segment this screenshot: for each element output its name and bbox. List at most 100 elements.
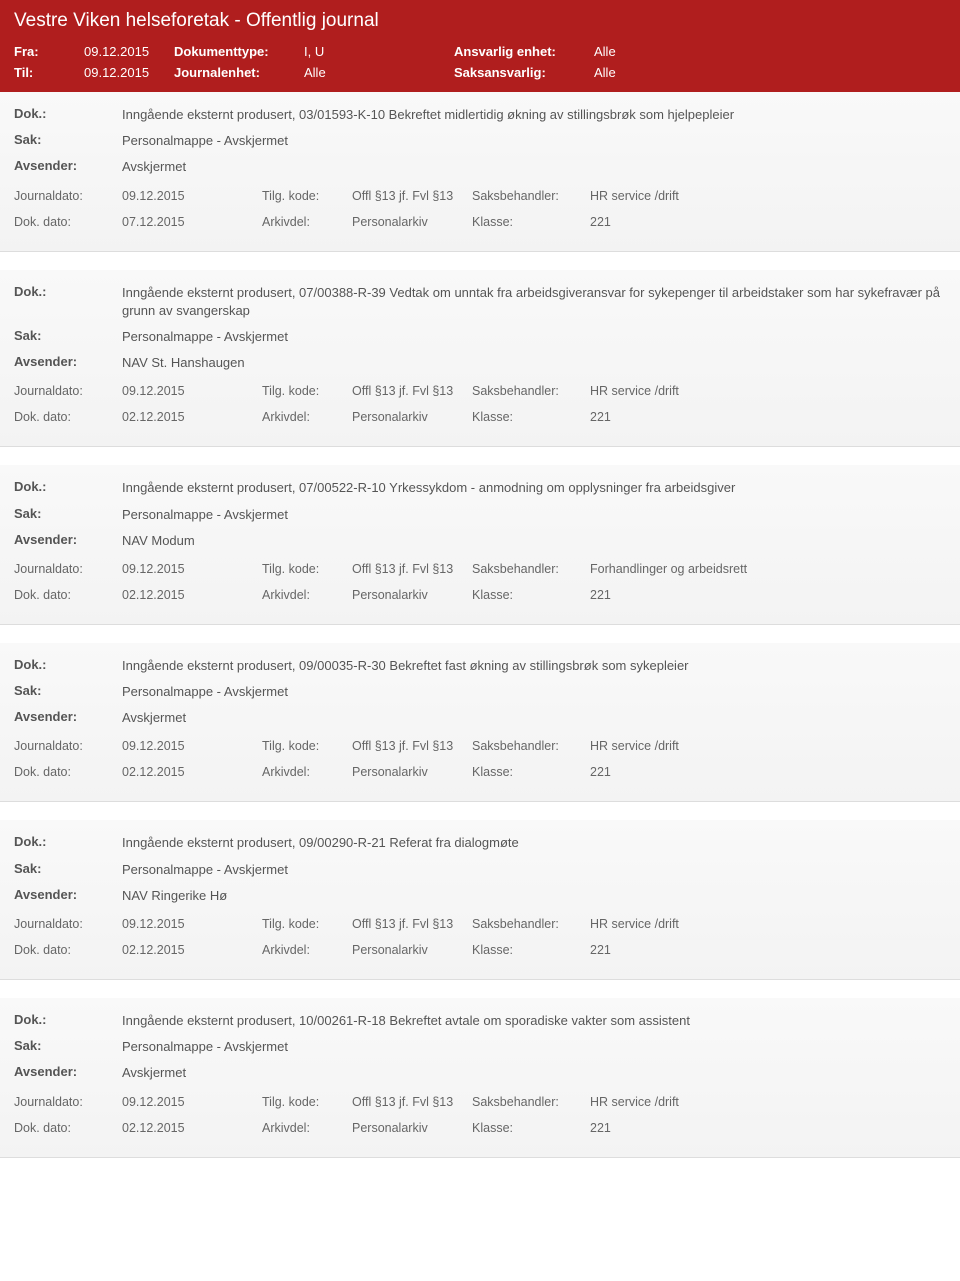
tilgkode-label: Tilg. kode: — [262, 384, 352, 398]
tilgkode-label: Tilg. kode: — [262, 562, 352, 576]
klasse-label: Klasse: — [472, 588, 590, 602]
avsender-label: Avsender: — [14, 354, 122, 369]
dokdato-label: Dok. dato: — [14, 1121, 122, 1135]
doktype-value: I, U — [304, 44, 454, 59]
dok-label: Dok.: — [14, 106, 122, 121]
klasse-value: 221 — [590, 943, 611, 957]
avsender-value: NAV Ringerike Hø — [122, 887, 227, 905]
dokdato-label: Dok. dato: — [14, 410, 122, 424]
sak-value: Personalmappe - Avskjermet — [122, 861, 288, 879]
tilgkode-value: Offl §13 jf. Fvl §13 — [352, 1095, 472, 1109]
sak-label: Sak: — [14, 861, 122, 876]
dok-value: Inngående eksternt produsert, 07/00388-R… — [122, 284, 946, 320]
dokdato-label: Dok. dato: — [14, 588, 122, 602]
klasse-value: 221 — [590, 410, 611, 424]
sak-value: Personalmappe - Avskjermet — [122, 683, 288, 701]
fra-value: 09.12.2015 — [84, 44, 174, 59]
arkivdel-label: Arkivdel: — [262, 943, 352, 957]
til-value: 09.12.2015 — [84, 65, 174, 80]
saksbehandler-value: HR service /drift — [590, 1095, 679, 1109]
arkivdel-label: Arkivdel: — [262, 765, 352, 779]
page-title: Vestre Viken helseforetak - Offentlig jo… — [14, 10, 946, 32]
journal-entry: Dok.:Inngående eksternt produsert, 09/00… — [0, 820, 960, 980]
klasse-value: 221 — [590, 588, 611, 602]
klasse-label: Klasse: — [472, 410, 590, 424]
avsender-value: NAV Modum — [122, 532, 195, 550]
saksbehandler-label: Saksbehandler: — [472, 917, 590, 931]
avsender-label: Avsender: — [14, 1064, 122, 1079]
klasse-label: Klasse: — [472, 215, 590, 229]
tilgkode-value: Offl §13 jf. Fvl §13 — [352, 384, 472, 398]
avsender-label: Avsender: — [14, 709, 122, 724]
dok-label: Dok.: — [14, 834, 122, 849]
klasse-value: 221 — [590, 1121, 611, 1135]
journaldato-value: 09.12.2015 — [122, 189, 262, 203]
avsender-label: Avsender: — [14, 158, 122, 173]
journaldato-label: Journaldato: — [14, 562, 122, 576]
journaldato-value: 09.12.2015 — [122, 739, 262, 753]
journal-entry: Dok.:Inngående eksternt produsert, 07/00… — [0, 270, 960, 448]
dokdato-label: Dok. dato: — [14, 765, 122, 779]
avsender-value: Avskjermet — [122, 709, 186, 727]
tilgkode-value: Offl §13 jf. Fvl §13 — [352, 739, 472, 753]
tilgkode-value: Offl §13 jf. Fvl §13 — [352, 562, 472, 576]
saksbehandler-label: Saksbehandler: — [472, 1095, 590, 1109]
dok-value: Inngående eksternt produsert, 09/00035-R… — [122, 657, 689, 675]
arkivdel-label: Arkivdel: — [262, 1121, 352, 1135]
arkivdel-label: Arkivdel: — [262, 410, 352, 424]
sak-value: Personalmappe - Avskjermet — [122, 328, 288, 346]
klasse-label: Klasse: — [472, 943, 590, 957]
journaldato-value: 09.12.2015 — [122, 917, 262, 931]
tilgkode-value: Offl §13 jf. Fvl §13 — [352, 917, 472, 931]
tilgkode-label: Tilg. kode: — [262, 917, 352, 931]
saksbehandler-label: Saksbehandler: — [472, 739, 590, 753]
journaldato-label: Journaldato: — [14, 917, 122, 931]
saksbehandler-label: Saksbehandler: — [472, 562, 590, 576]
saksbehandler-value: HR service /drift — [590, 384, 679, 398]
til-label: Til: — [14, 65, 84, 80]
dokdato-value: 02.12.2015 — [122, 765, 262, 779]
saksansvarlig-label: Saksansvarlig: — [454, 65, 594, 80]
klasse-value: 221 — [590, 765, 611, 779]
header-row-2: Til: 09.12.2015 Journalenhet: Alle Saksa… — [14, 65, 946, 80]
dokdato-value: 02.12.2015 — [122, 588, 262, 602]
arkivdel-value: Personalarkiv — [352, 943, 472, 957]
header-row-1: Fra: 09.12.2015 Dokumenttype: I, U Ansva… — [14, 44, 946, 59]
dokdato-value: 02.12.2015 — [122, 410, 262, 424]
journalenhet-label: Journalenhet: — [174, 65, 304, 80]
tilgkode-value: Offl §13 jf. Fvl §13 — [352, 189, 472, 203]
dok-value: Inngående eksternt produsert, 09/00290-R… — [122, 834, 519, 852]
journaldato-value: 09.12.2015 — [122, 1095, 262, 1109]
arkivdel-value: Personalarkiv — [352, 215, 472, 229]
dok-label: Dok.: — [14, 479, 122, 494]
tilgkode-label: Tilg. kode: — [262, 189, 352, 203]
avsender-label: Avsender: — [14, 887, 122, 902]
saksbehandler-value: Forhandlinger og arbeidsrett — [590, 562, 747, 576]
journaldato-label: Journaldato: — [14, 1095, 122, 1109]
entries-list: Dok.:Inngående eksternt produsert, 03/01… — [0, 92, 960, 1158]
saksansvarlig-value: Alle — [594, 65, 616, 80]
dokdato-value: 07.12.2015 — [122, 215, 262, 229]
fra-label: Fra: — [14, 44, 84, 59]
doktype-label: Dokumenttype: — [174, 44, 304, 59]
dokdato-label: Dok. dato: — [14, 943, 122, 957]
sak-value: Personalmappe - Avskjermet — [122, 132, 288, 150]
sak-value: Personalmappe - Avskjermet — [122, 506, 288, 524]
sak-label: Sak: — [14, 132, 122, 147]
journal-entry: Dok.:Inngående eksternt produsert, 07/00… — [0, 465, 960, 625]
dokdato-value: 02.12.2015 — [122, 943, 262, 957]
arkivdel-value: Personalarkiv — [352, 1121, 472, 1135]
saksbehandler-label: Saksbehandler: — [472, 189, 590, 203]
dok-label: Dok.: — [14, 1012, 122, 1027]
saksbehandler-value: HR service /drift — [590, 189, 679, 203]
sak-label: Sak: — [14, 328, 122, 343]
sak-value: Personalmappe - Avskjermet — [122, 1038, 288, 1056]
avsender-value: Avskjermet — [122, 1064, 186, 1082]
arkivdel-label: Arkivdel: — [262, 215, 352, 229]
dok-value: Inngående eksternt produsert, 10/00261-R… — [122, 1012, 690, 1030]
dok-value: Inngående eksternt produsert, 07/00522-R… — [122, 479, 735, 497]
klasse-label: Klasse: — [472, 1121, 590, 1135]
page-header: Vestre Viken helseforetak - Offentlig jo… — [0, 0, 960, 92]
dok-label: Dok.: — [14, 657, 122, 672]
arkivdel-value: Personalarkiv — [352, 588, 472, 602]
